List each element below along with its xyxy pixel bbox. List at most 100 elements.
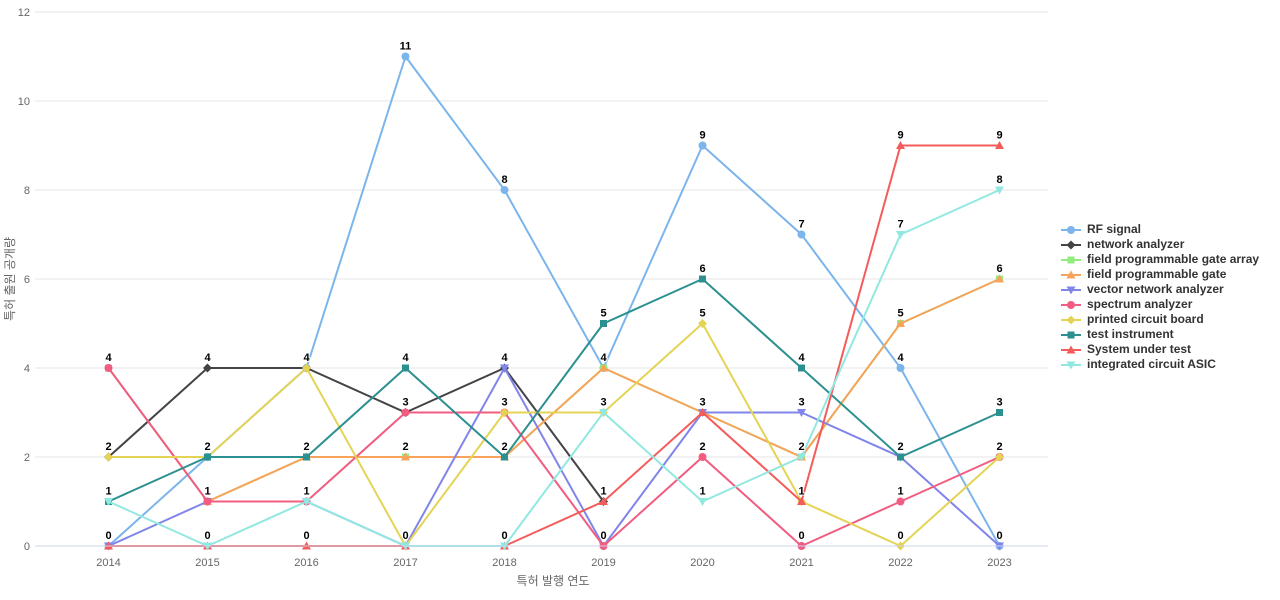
- data-point-marker[interactable]: [698, 498, 707, 506]
- data-point-marker[interactable]: [401, 52, 410, 61]
- x-tick-label: 2016: [294, 557, 318, 569]
- data-point-marker[interactable]: [995, 186, 1004, 195]
- data-point-label: 8: [501, 174, 507, 186]
- legend-marker-icon: [1061, 256, 1081, 263]
- data-point-marker[interactable]: [401, 452, 410, 461]
- chart-legend: RF signal network analyzer field programma…: [1060, 222, 1259, 372]
- data-point-marker[interactable]: [500, 364, 509, 373]
- legend-item-field-programmable-gate-array[interactable]: field programmable gate array: [1060, 252, 1259, 267]
- legend-item-integrated-circuit-asic[interactable]: integrated circuit ASIC: [1060, 357, 1259, 372]
- data-point-marker[interactable]: [302, 498, 311, 506]
- data-point-marker[interactable]: [203, 497, 212, 506]
- data-point-marker[interactable]: [897, 453, 904, 461]
- data-point-marker[interactable]: [104, 452, 113, 462]
- data-point-label: 3: [501, 397, 507, 409]
- x-tick-label: 2015: [195, 557, 219, 569]
- legend-item-vector-network-analyzer[interactable]: vector network analyzer: [1060, 282, 1259, 297]
- data-point-marker[interactable]: [599, 497, 608, 505]
- data-point-marker[interactable]: [203, 363, 212, 373]
- legend-item-spectrum-analyzer[interactable]: spectrum analyzer: [1060, 297, 1259, 312]
- data-point-label: 11: [400, 41, 412, 53]
- data-point-label: 7: [897, 219, 903, 231]
- legend-symbol: [1067, 331, 1075, 338]
- legend-marker-icon: [1061, 331, 1081, 338]
- data-point-label: 6: [996, 263, 1002, 275]
- x-tick-label: 2021: [789, 557, 813, 569]
- data-point-label: 4: [897, 352, 904, 364]
- grid-layer: [35, 11, 1048, 458]
- legend-label: printed circuit board: [1087, 312, 1204, 326]
- data-point-label: 8: [996, 174, 1002, 186]
- legend-label: spectrum analyzer: [1087, 297, 1193, 311]
- data-point-marker[interactable]: [798, 364, 805, 372]
- data-point-marker[interactable]: [797, 453, 806, 462]
- legend-item-network-analyzer[interactable]: network analyzer: [1060, 237, 1259, 252]
- data-point-label: 1: [699, 486, 705, 498]
- data-point-label: 0: [600, 530, 606, 542]
- data-point-marker[interactable]: [896, 319, 905, 327]
- data-point-label: 0: [897, 530, 903, 542]
- x-tick-label: 2017: [393, 557, 417, 569]
- data-point-marker[interactable]: [698, 319, 707, 328]
- data-point-marker[interactable]: [995, 141, 1004, 149]
- data-point-label: 1: [303, 486, 309, 498]
- data-point-marker[interactable]: [302, 363, 311, 373]
- data-point-marker[interactable]: [896, 141, 905, 149]
- legend-label: test instrument: [1087, 327, 1174, 341]
- data-point-marker[interactable]: [896, 364, 905, 372]
- data-point-label: 2: [501, 441, 507, 453]
- data-point-label: 5: [897, 308, 903, 320]
- legend-item-system-under-test[interactable]: System under test: [1060, 342, 1259, 357]
- data-point-label: 2: [798, 441, 804, 453]
- data-point-marker[interactable]: [797, 230, 806, 239]
- data-point-marker[interactable]: [204, 453, 211, 461]
- x-tick-label: 2022: [888, 557, 912, 569]
- data-point-marker[interactable]: [699, 275, 706, 283]
- data-point-marker[interactable]: [698, 408, 707, 416]
- legend-marker-icon: [1061, 315, 1081, 324]
- data-point-marker[interactable]: [698, 141, 707, 150]
- y-tick-label: 12: [18, 7, 30, 19]
- data-point-label: 1: [600, 486, 606, 498]
- data-point-marker[interactable]: [698, 453, 707, 461]
- x-axis-title: 특허 발행 연도: [517, 573, 590, 588]
- data-point-label: 1: [105, 486, 111, 498]
- data-point-marker[interactable]: [500, 408, 509, 417]
- legend-item-field-programmable-gate[interactable]: field programmable gate: [1060, 267, 1259, 282]
- x-tick-label: 2018: [492, 557, 516, 569]
- data-point-marker[interactable]: [996, 409, 1003, 416]
- legend-label: integrated circuit ASIC: [1087, 357, 1216, 371]
- data-point-marker[interactable]: [995, 452, 1004, 462]
- data-point-marker[interactable]: [402, 364, 409, 372]
- data-point-marker[interactable]: [600, 320, 607, 327]
- legend-symbol: [1066, 286, 1076, 294]
- y-tick-label: 0: [24, 541, 30, 553]
- data-point-marker[interactable]: [896, 231, 905, 239]
- data-point-marker[interactable]: [303, 453, 310, 461]
- data-point-marker[interactable]: [599, 363, 608, 372]
- legend-item-test-instrument[interactable]: test instrument: [1060, 327, 1259, 342]
- data-point-marker[interactable]: [501, 453, 508, 461]
- legend-label: network analyzer: [1087, 237, 1185, 251]
- data-point-marker[interactable]: [797, 409, 806, 417]
- data-point-marker[interactable]: [797, 497, 806, 505]
- x-tick-label: 2014: [96, 557, 120, 569]
- data-point-marker[interactable]: [896, 497, 905, 506]
- legend-symbol: [1067, 225, 1075, 234]
- data-point-marker[interactable]: [500, 186, 509, 194]
- data-point-label: 4: [600, 352, 607, 364]
- legend-label: RF signal: [1087, 222, 1142, 236]
- data-point-marker[interactable]: [104, 364, 113, 372]
- data-point-marker[interactable]: [995, 274, 1004, 283]
- legend-label: vector network analyzer: [1087, 282, 1224, 296]
- data-point-label: 5: [600, 308, 606, 320]
- data-point-marker[interactable]: [401, 408, 410, 417]
- legend-item-printed-circuit-board[interactable]: printed circuit board: [1060, 312, 1259, 327]
- series-line: [107, 189, 1001, 547]
- data-point-marker[interactable]: [104, 498, 113, 506]
- legend-item-rf-signal[interactable]: RF signal: [1060, 222, 1259, 237]
- data-point-marker[interactable]: [599, 409, 608, 417]
- data-point-label: 0: [105, 530, 111, 542]
- legend-symbol: [1067, 256, 1075, 263]
